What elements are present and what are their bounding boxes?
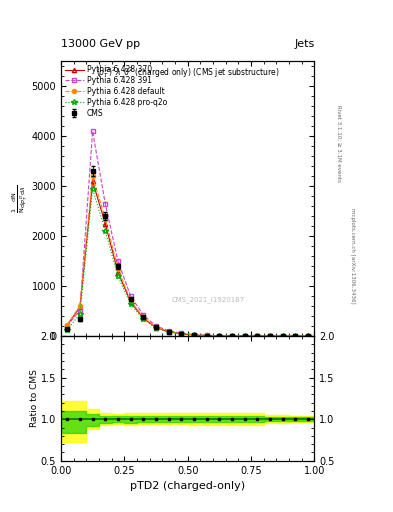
Text: $(p_T^D)^2\lambda\_0^2$ (charged only) (CMS jet substructure): $(p_T^D)^2\lambda\_0^2$ (charged only) (… <box>96 66 279 80</box>
Pythia 6.428 370 <box>116 269 120 275</box>
Pythia 6.428 default <box>268 333 272 339</box>
Pythia 6.428 370 <box>90 178 95 184</box>
Pythia 6.428 391 <box>154 323 158 329</box>
Pythia 6.428 pro-q2o <box>65 327 70 333</box>
Pythia 6.428 370 <box>154 325 158 331</box>
Pythia 6.428 default <box>217 333 222 339</box>
Pythia 6.428 pro-q2o <box>293 333 298 339</box>
Pythia 6.428 370 <box>65 322 70 328</box>
Pythia 6.428 391 <box>204 332 209 338</box>
Pythia 6.428 370 <box>103 221 108 227</box>
Line: Pythia 6.428 370: Pythia 6.428 370 <box>65 179 310 338</box>
Pythia 6.428 pro-q2o <box>103 228 108 234</box>
Pythia 6.428 370 <box>77 304 82 310</box>
Pythia 6.428 pro-q2o <box>128 301 133 307</box>
Pythia 6.428 370 <box>242 333 247 339</box>
Pythia 6.428 391 <box>128 293 133 299</box>
Pythia 6.428 391 <box>141 312 146 318</box>
Pythia 6.428 default <box>141 314 146 321</box>
Text: CMS_2021_I1920187: CMS_2021_I1920187 <box>171 296 244 303</box>
Pythia 6.428 default <box>204 332 209 338</box>
Pythia 6.428 370 <box>255 333 260 339</box>
Pythia 6.428 pro-q2o <box>230 333 234 339</box>
Pythia 6.428 pro-q2o <box>154 325 158 331</box>
Pythia 6.428 pro-q2o <box>90 186 95 192</box>
Pythia 6.428 370 <box>280 333 285 339</box>
Pythia 6.428 370 <box>293 333 298 339</box>
Pythia 6.428 391 <box>306 333 310 339</box>
Legend: Pythia 6.428 370, Pythia 6.428 391, Pythia 6.428 default, Pythia 6.428 pro-q2o, : Pythia 6.428 370, Pythia 6.428 391, Pyth… <box>63 63 169 119</box>
Pythia 6.428 391 <box>192 331 196 337</box>
Pythia 6.428 default <box>280 333 285 339</box>
Pythia 6.428 pro-q2o <box>255 333 260 339</box>
Pythia 6.428 pro-q2o <box>141 316 146 323</box>
Text: mcplots.cern.ch [arXiv:1306.3436]: mcplots.cern.ch [arXiv:1306.3436] <box>350 208 355 304</box>
Pythia 6.428 default <box>65 322 70 328</box>
Pythia 6.428 370 <box>128 299 133 305</box>
Pythia 6.428 pro-q2o <box>204 332 209 338</box>
Pythia 6.428 391 <box>166 328 171 334</box>
Pythia 6.428 391 <box>280 333 285 339</box>
Pythia 6.428 pro-q2o <box>77 311 82 317</box>
Pythia 6.428 391 <box>217 333 222 339</box>
Pythia 6.428 370 <box>306 333 310 339</box>
Pythia 6.428 391 <box>179 330 184 336</box>
Pythia 6.428 default <box>154 324 158 330</box>
Pythia 6.428 pro-q2o <box>280 333 285 339</box>
Pythia 6.428 default <box>103 216 108 222</box>
Pythia 6.428 default <box>293 333 298 339</box>
Pythia 6.428 pro-q2o <box>268 333 272 339</box>
Pythia 6.428 default <box>179 331 184 337</box>
Pythia 6.428 391 <box>268 333 272 339</box>
Pythia 6.428 370 <box>268 333 272 339</box>
Text: Rivet 3.1.10; ≥ 3.1M events: Rivet 3.1.10; ≥ 3.1M events <box>336 105 341 182</box>
Pythia 6.428 370 <box>204 332 209 338</box>
Pythia 6.428 pro-q2o <box>116 273 120 279</box>
Pythia 6.428 pro-q2o <box>217 333 222 339</box>
Pythia 6.428 391 <box>65 323 70 329</box>
Pythia 6.428 default <box>116 266 120 272</box>
Pythia 6.428 pro-q2o <box>242 333 247 339</box>
Pythia 6.428 pro-q2o <box>192 332 196 338</box>
Pythia 6.428 default <box>255 333 260 339</box>
Pythia 6.428 391 <box>255 333 260 339</box>
Pythia 6.428 pro-q2o <box>166 329 171 335</box>
Text: Jets: Jets <box>294 38 314 49</box>
Pythia 6.428 default <box>306 333 310 339</box>
Line: Pythia 6.428 pro-q2o: Pythia 6.428 pro-q2o <box>64 186 311 339</box>
X-axis label: pTD2 (charged-only): pTD2 (charged-only) <box>130 481 245 491</box>
Line: Pythia 6.428 default: Pythia 6.428 default <box>65 174 310 338</box>
Pythia 6.428 391 <box>242 333 247 339</box>
Text: 13000 GeV pp: 13000 GeV pp <box>61 38 140 49</box>
Pythia 6.428 391 <box>116 258 120 264</box>
Pythia 6.428 391 <box>90 128 95 134</box>
Y-axis label: $\frac{1}{\mathrm{N}}\frac{\mathrm{d}\mathrm{N}}{\mathrm{d}p_T^D\,\mathrm{d}\lam: $\frac{1}{\mathrm{N}}\frac{\mathrm{d}\ma… <box>11 184 30 213</box>
Pythia 6.428 default <box>242 333 247 339</box>
Pythia 6.428 pro-q2o <box>179 331 184 337</box>
Pythia 6.428 370 <box>166 329 171 335</box>
Pythia 6.428 default <box>77 303 82 309</box>
Pythia 6.428 391 <box>103 201 108 207</box>
Pythia 6.428 default <box>90 173 95 179</box>
Line: Pythia 6.428 391: Pythia 6.428 391 <box>65 129 310 338</box>
Y-axis label: Ratio to CMS: Ratio to CMS <box>30 370 39 428</box>
Pythia 6.428 default <box>192 332 196 338</box>
Pythia 6.428 391 <box>293 333 298 339</box>
Pythia 6.428 370 <box>179 331 184 337</box>
Pythia 6.428 391 <box>230 333 234 339</box>
Pythia 6.428 default <box>166 329 171 335</box>
Pythia 6.428 370 <box>230 333 234 339</box>
Pythia 6.428 370 <box>141 315 146 321</box>
Pythia 6.428 370 <box>217 333 222 339</box>
Pythia 6.428 default <box>230 333 234 339</box>
Pythia 6.428 391 <box>77 307 82 313</box>
Pythia 6.428 pro-q2o <box>306 333 310 339</box>
Pythia 6.428 370 <box>192 332 196 338</box>
Pythia 6.428 default <box>128 297 133 304</box>
